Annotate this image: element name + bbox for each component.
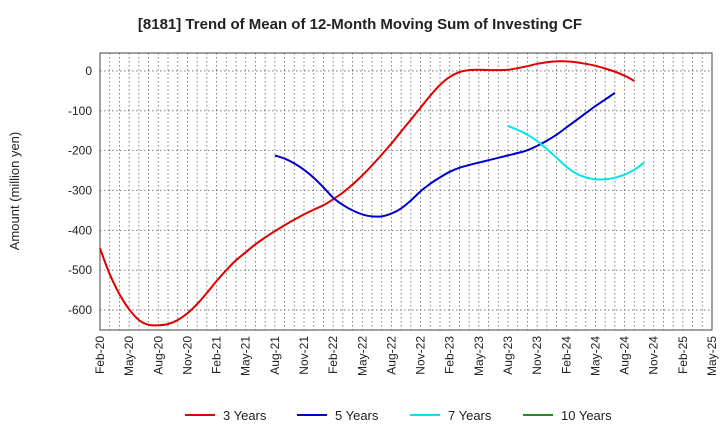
series-line-3-years	[99, 60, 635, 327]
x-tick-label: Feb-24	[559, 336, 573, 374]
legend-label-3-years: 3 Years	[223, 408, 267, 423]
y-tick-label: 0	[85, 64, 92, 78]
series-line-5-years	[274, 92, 616, 218]
x-tick-label: Nov-24	[647, 336, 661, 375]
legend-label-5-years: 5 Years	[335, 408, 379, 423]
x-tick-label: Feb-22	[326, 336, 340, 374]
x-tick-label: Aug-20	[151, 336, 165, 375]
y-tick-label: -400	[68, 223, 92, 237]
x-tick-label: May-24	[588, 336, 602, 376]
y-tick-label: -200	[68, 144, 92, 158]
x-tick-label: Nov-22	[414, 336, 428, 375]
series-line-7-years	[507, 124, 645, 181]
x-tick-label: Aug-23	[501, 336, 515, 375]
x-tick-label: Nov-20	[180, 336, 194, 375]
x-tick-label: May-23	[472, 336, 486, 376]
x-tick-label: Aug-24	[618, 336, 632, 375]
x-axis-tick-labels: Feb-20 May-20 Aug-20 Nov-20 Feb-21 May-21 Aug-…	[93, 336, 719, 376]
chart-title: [8181] Trend of Mean of 12-Month Moving …	[137, 16, 583, 33]
x-tick-label: May-25	[705, 336, 719, 376]
legend: 3 Years 5 Years 7 Years 10 Years	[185, 408, 612, 423]
y-tick-label: -300	[68, 184, 92, 198]
legend-label-10-years: 10 Years	[561, 408, 612, 423]
x-tick-label: Aug-21	[268, 336, 282, 375]
plot-frame	[99, 52, 713, 331]
y-axis-title: Amount (million yen)	[7, 132, 22, 251]
x-tick-label: Feb-20	[93, 336, 107, 374]
x-tick-label: May-21	[239, 336, 253, 376]
x-tick-label: Feb-25	[676, 336, 690, 374]
y-tick-label: -600	[68, 303, 92, 317]
x-tick-label: May-20	[122, 336, 136, 376]
plot-border	[99, 52, 713, 331]
y-tick-label: -100	[68, 104, 92, 118]
grid-lines	[99, 53, 713, 330]
x-tick-label: Nov-21	[297, 336, 311, 375]
y-axis-tick-labels: 0 -100 -200 -300 -400 -500 -600	[68, 64, 92, 317]
y-tick-label: -500	[68, 263, 92, 277]
x-tick-label: Feb-21	[210, 336, 224, 374]
legend-label-7-years: 7 Years	[448, 408, 492, 423]
x-tick-label: Aug-22	[384, 336, 398, 375]
x-tick-label: May-22	[355, 336, 369, 376]
x-tick-label: Nov-23	[530, 336, 544, 375]
x-tick-label: Feb-23	[443, 336, 457, 374]
series-lines	[99, 60, 645, 327]
